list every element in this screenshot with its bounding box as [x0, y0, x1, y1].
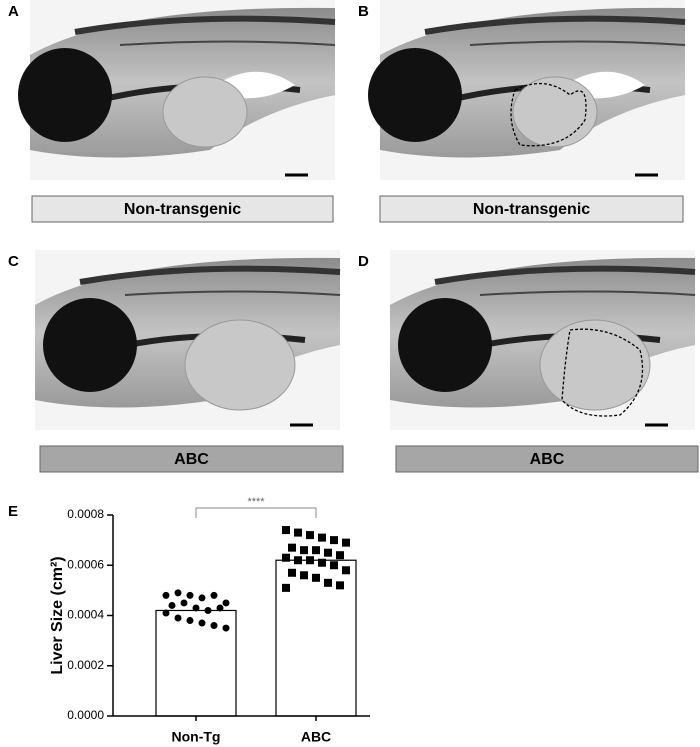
data-point: [318, 533, 326, 542]
data-point: [216, 604, 224, 612]
eye: [43, 298, 137, 392]
data-point: [180, 599, 188, 607]
data-point: [162, 591, 170, 599]
data-point: [288, 543, 296, 552]
dorsal-band: [79, 265, 341, 285]
y-tick-label: 0.0000: [67, 708, 104, 722]
data-point: [174, 589, 182, 597]
x-tick-label: ABC: [301, 729, 331, 745]
panel-label: D: [358, 253, 369, 270]
dorsal-line: [479, 290, 696, 296]
dorsal-band: [424, 15, 686, 35]
data-point: [330, 561, 338, 570]
dorsal-band: [434, 265, 696, 285]
fish-image: [368, 0, 686, 180]
data-point: [318, 558, 326, 567]
caption-box: [379, 195, 684, 223]
liver-outline: [561, 328, 644, 417]
panel-label: B: [358, 3, 369, 20]
liver: [539, 319, 651, 411]
caption-box: [39, 445, 344, 473]
dorsal-line: [124, 290, 341, 296]
significance-bracket: [195, 507, 317, 518]
y-tick-label: 0.0002: [67, 658, 104, 672]
panel-label: A: [8, 3, 19, 20]
panel-label: C: [8, 253, 19, 270]
caption-box: [395, 445, 699, 473]
fish-image: [18, 0, 336, 180]
data-point: [336, 581, 344, 590]
liver: [162, 76, 248, 148]
caption: ABC: [530, 451, 565, 468]
fish-image: [390, 250, 696, 430]
data-point: [222, 624, 230, 632]
data-point: [186, 617, 194, 625]
dorsal-line: [469, 40, 686, 46]
y-tick-label: 0.0006: [67, 557, 104, 571]
data-point: [282, 526, 290, 535]
data-point: [210, 622, 218, 630]
data-point: [342, 566, 350, 575]
y-axis-label: Liver Size (cm²): [49, 556, 66, 674]
dorsal-line: [119, 40, 336, 46]
data-point: [342, 538, 350, 547]
data-point: [162, 609, 170, 617]
caption: Non-transgenic: [473, 201, 590, 218]
data-point: [282, 553, 290, 562]
data-point: [306, 531, 314, 540]
dorsal-band: [74, 15, 336, 35]
data-point: [282, 583, 290, 592]
caption: ABC: [174, 451, 209, 468]
y-tick-label: 0.0004: [67, 608, 104, 622]
data-point: [336, 551, 344, 560]
eye: [398, 298, 492, 392]
caption: Non-transgenic: [124, 201, 241, 218]
data-point: [294, 556, 302, 565]
data-point: [192, 604, 200, 612]
data-point: [204, 606, 212, 614]
liver-outline: [510, 83, 587, 147]
data-point: [222, 599, 230, 607]
panel-label: E: [8, 503, 18, 520]
significance: ****: [247, 496, 265, 508]
data-point: [198, 594, 206, 602]
fish-image: [35, 250, 341, 430]
data-point: [312, 573, 320, 582]
data-point: [294, 528, 302, 537]
data-point: [324, 548, 332, 557]
data-point: [324, 578, 332, 587]
caption-box: [31, 195, 334, 223]
data-point: [168, 601, 176, 609]
eye: [368, 48, 462, 142]
data-point: [312, 546, 320, 555]
data-point: [300, 546, 308, 555]
y-tick-label: 0.0008: [67, 507, 104, 521]
liver: [184, 319, 296, 411]
data-point: [300, 571, 308, 580]
liver: [512, 76, 598, 148]
data-point: [174, 614, 182, 622]
data-point: [306, 556, 314, 565]
data-point: [330, 536, 338, 545]
x-tick-label: Non-Tg: [172, 729, 221, 745]
data-point: [186, 591, 194, 599]
data-point: [288, 568, 296, 577]
data-point: [198, 619, 206, 627]
data-point: [210, 591, 218, 599]
eye: [18, 48, 112, 142]
